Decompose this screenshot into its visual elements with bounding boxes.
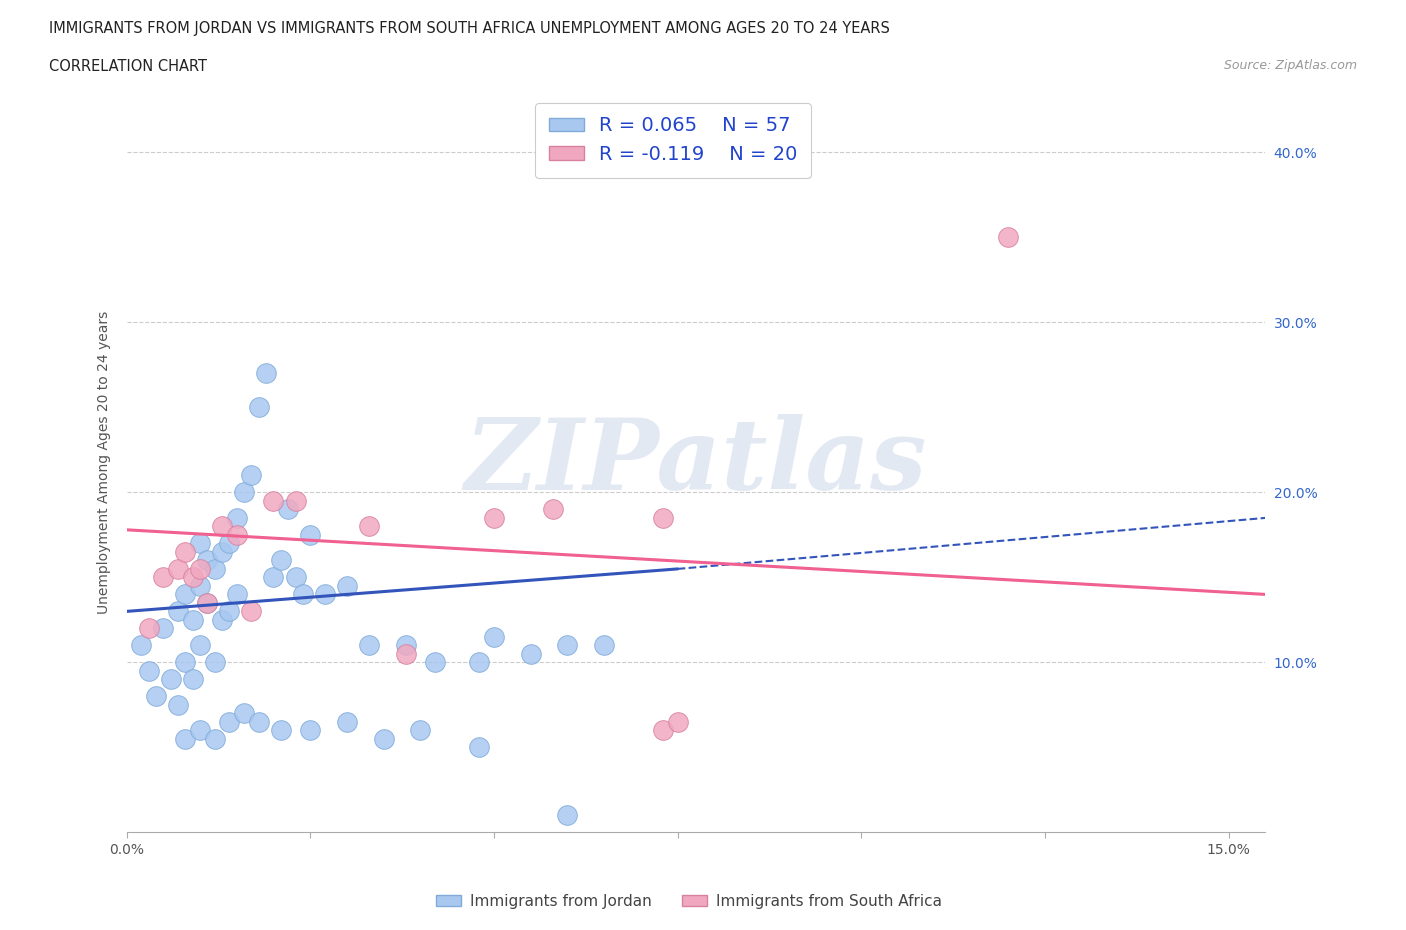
Point <box>233 485 256 499</box>
Point <box>336 578 359 593</box>
Y-axis label: Unemployment Among Ages 20 to 24 years: Unemployment Among Ages 20 to 24 years <box>97 311 111 615</box>
Point <box>181 570 204 585</box>
Point <box>211 544 233 559</box>
Text: Source: ZipAtlas.com: Source: ZipAtlas.com <box>1223 59 1357 72</box>
Point <box>181 672 204 687</box>
Point <box>593 638 616 653</box>
Point <box>468 740 491 755</box>
Point <box>247 714 270 729</box>
Point <box>188 638 211 653</box>
Point <box>247 400 270 415</box>
Point <box>188 723 211 737</box>
Point <box>299 723 322 737</box>
Point <box>181 613 204 628</box>
Point <box>195 595 218 610</box>
Point <box>395 646 418 661</box>
Point <box>997 230 1019 245</box>
Point <box>468 655 491 670</box>
Point <box>270 723 292 737</box>
Point <box>519 646 541 661</box>
Point <box>218 536 240 551</box>
Text: CORRELATION CHART: CORRELATION CHART <box>49 59 207 73</box>
Point <box>240 604 263 618</box>
Point <box>152 621 174 636</box>
Point <box>145 689 167 704</box>
Point <box>204 655 226 670</box>
Point <box>218 604 240 618</box>
Point <box>314 587 336 602</box>
Point <box>395 638 418 653</box>
Point <box>240 468 263 483</box>
Point <box>167 562 190 577</box>
Point <box>541 502 564 517</box>
Point <box>152 570 174 585</box>
Text: IMMIGRANTS FROM JORDAN VS IMMIGRANTS FROM SOUTH AFRICA UNEMPLOYMENT AMONG AGES 2: IMMIGRANTS FROM JORDAN VS IMMIGRANTS FRO… <box>49 21 890 36</box>
Point <box>204 562 226 577</box>
Point <box>357 638 380 653</box>
Point <box>423 655 446 670</box>
Point <box>666 714 689 729</box>
Point <box>291 587 314 602</box>
Point <box>284 494 307 509</box>
Point <box>138 663 160 678</box>
Point <box>263 494 285 509</box>
Point <box>277 502 299 517</box>
Point <box>211 519 233 534</box>
Point <box>482 511 505 525</box>
Point <box>225 587 247 602</box>
Point <box>557 638 579 653</box>
Point <box>482 630 505 644</box>
Point <box>218 714 240 729</box>
Legend: R = 0.065    N = 57, R = -0.119    N = 20: R = 0.065 N = 57, R = -0.119 N = 20 <box>536 102 811 178</box>
Text: ZIPatlas: ZIPatlas <box>465 415 927 511</box>
Point <box>167 604 190 618</box>
Point <box>225 527 247 542</box>
Point <box>204 731 226 746</box>
Point <box>357 519 380 534</box>
Point <box>254 366 277 381</box>
Point <box>129 638 152 653</box>
Point <box>284 570 307 585</box>
Point <box>174 544 197 559</box>
Point <box>188 562 211 577</box>
Point <box>263 570 285 585</box>
Point <box>651 723 673 737</box>
Point <box>270 553 292 568</box>
Point <box>174 655 197 670</box>
Point <box>138 621 160 636</box>
Point <box>211 613 233 628</box>
Legend: Immigrants from Jordan, Immigrants from South Africa: Immigrants from Jordan, Immigrants from … <box>430 888 948 915</box>
Point <box>336 714 359 729</box>
Point <box>651 511 673 525</box>
Point <box>167 698 190 712</box>
Point <box>557 808 579 823</box>
Point <box>174 587 197 602</box>
Point <box>299 527 322 542</box>
Point <box>188 578 211 593</box>
Point <box>225 511 247 525</box>
Point <box>195 553 218 568</box>
Point <box>159 672 181 687</box>
Point <box>409 723 432 737</box>
Point <box>174 731 197 746</box>
Point <box>233 706 256 721</box>
Point <box>195 595 218 610</box>
Point <box>188 536 211 551</box>
Point <box>373 731 395 746</box>
